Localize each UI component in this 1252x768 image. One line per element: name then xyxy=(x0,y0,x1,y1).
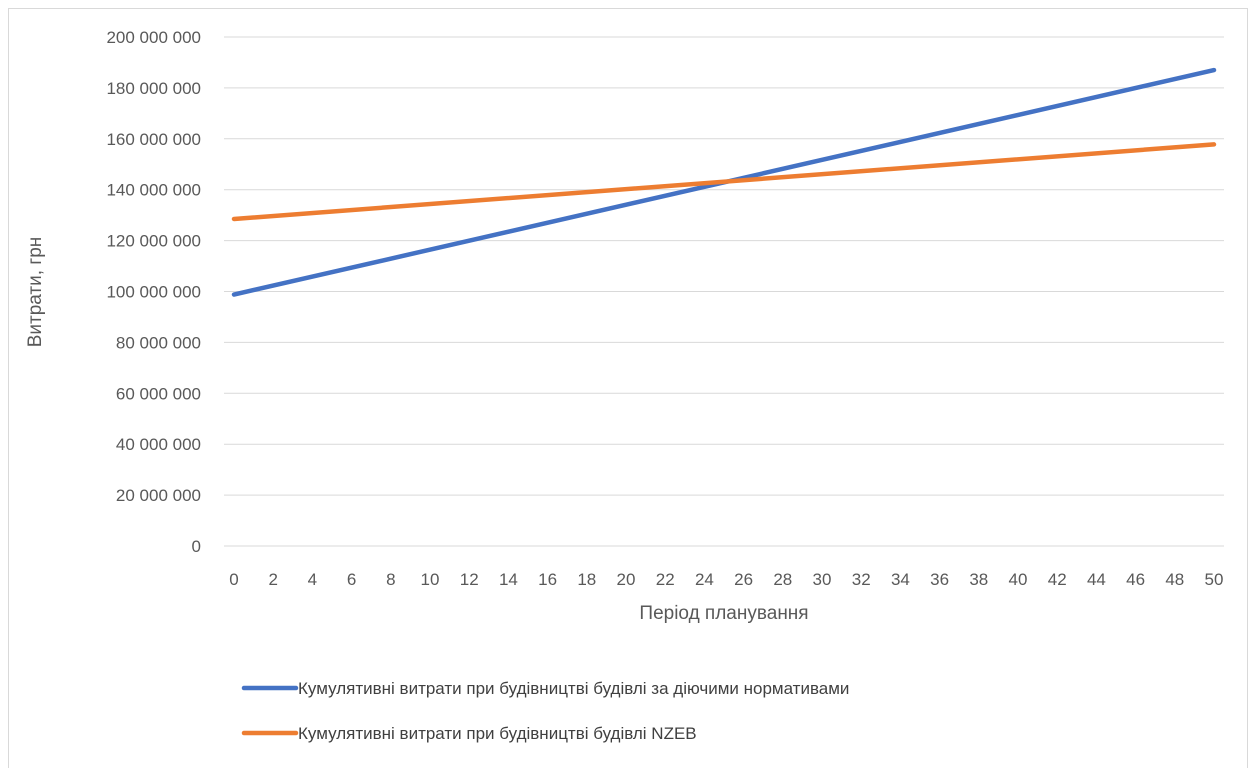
series-line-2 xyxy=(231,142,1217,222)
x-tick-label: 14 xyxy=(499,570,518,589)
x-axis-title: Період планування xyxy=(639,603,808,624)
y-tick-label: 140 000 000 xyxy=(106,181,201,200)
y-tick-label: 160 000 000 xyxy=(106,130,201,149)
legend: Кумулятивні витрати при будівництві буді… xyxy=(241,679,849,743)
x-tick-label: 24 xyxy=(695,570,714,589)
x-tick-label: 18 xyxy=(577,570,596,589)
x-tick-label: 22 xyxy=(656,570,675,589)
x-tick-label: 34 xyxy=(891,570,910,589)
x-tick-label: 42 xyxy=(1048,570,1067,589)
x-tick-label: 4 xyxy=(308,570,317,589)
x-tick-label: 46 xyxy=(1126,570,1145,589)
y-axis-title: Витрати, грн xyxy=(25,237,46,348)
x-tick-label: 10 xyxy=(421,570,440,589)
x-tick-label: 30 xyxy=(813,570,832,589)
x-tick-label: 28 xyxy=(773,570,792,589)
x-tick-label: 44 xyxy=(1087,570,1106,589)
y-tick-label: 20 000 000 xyxy=(116,486,201,505)
y-tick-labels: 0 20 000 000 40 000 000 60 000 000 80 000 00… xyxy=(106,28,201,556)
x-tick-label: 16 xyxy=(538,570,557,589)
x-tick-label: 50 xyxy=(1205,570,1224,589)
y-tick-label: 200 000 000 xyxy=(106,28,201,47)
y-tick-label: 80 000 000 xyxy=(116,333,201,352)
x-tick-label: 20 xyxy=(617,570,636,589)
series-lines xyxy=(231,67,1217,297)
x-tick-label: 0 xyxy=(229,570,238,589)
legend-label: Кумулятивні витрати при будівництві буді… xyxy=(298,679,849,698)
x-tick-label: 26 xyxy=(734,570,753,589)
x-tick-label: 32 xyxy=(852,570,871,589)
x-tick-label: 40 xyxy=(1009,570,1028,589)
x-tick-label: 2 xyxy=(268,570,277,589)
x-tick-label: 48 xyxy=(1165,570,1184,589)
legend-label: Кумулятивні витрати при будівництві буді… xyxy=(298,724,697,743)
x-tick-label: 36 xyxy=(930,570,949,589)
chart-frame xyxy=(8,8,1248,768)
y-tick-label: 100 000 000 xyxy=(106,283,201,302)
x-tick-label: 12 xyxy=(460,570,479,589)
x-tick-labels: 0 2 4 6 8 10 12 14 16 18 20 22 24 26 28 30 32 34 36 38 40 42 4… xyxy=(229,570,1223,589)
y-tick-label: 0 xyxy=(192,537,201,556)
y-tick-label: 120 000 000 xyxy=(106,232,201,251)
x-tick-label: 6 xyxy=(347,570,356,589)
y-tick-label: 180 000 000 xyxy=(106,79,201,98)
legend-item-2: Кумулятивні витрати при будівництві буді… xyxy=(241,724,697,743)
x-tick-label: 8 xyxy=(386,570,395,589)
x-tick-label: 38 xyxy=(969,570,988,589)
legend-item-1: Кумулятивні витрати при будівництві буді… xyxy=(241,679,849,698)
y-tick-label: 40 000 000 xyxy=(116,435,201,454)
gridlines xyxy=(224,36,1224,547)
y-tick-label: 60 000 000 xyxy=(116,384,201,403)
